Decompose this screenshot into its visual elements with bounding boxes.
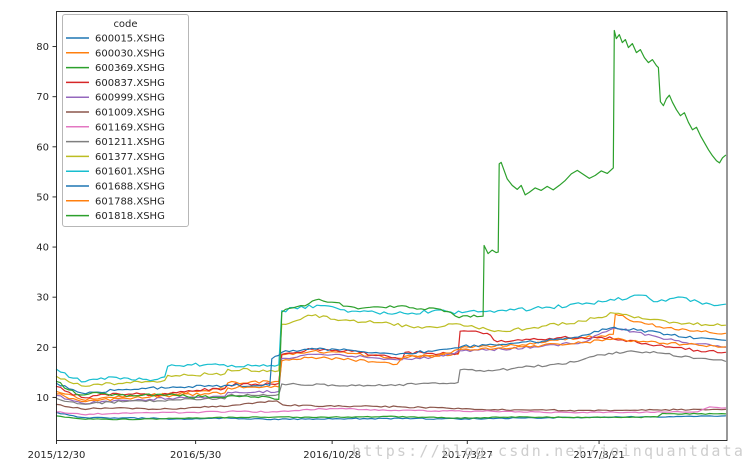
- legend-item-label: 600369.XSHG: [95, 63, 165, 74]
- series-line-601211: [55, 350, 727, 405]
- series-line-601377: [55, 312, 727, 387]
- legend-box: [62, 14, 189, 227]
- series-line-600999: [55, 327, 727, 405]
- legend-item-label: 600030.XSHG: [95, 48, 165, 59]
- series-line-601688: [55, 326, 727, 395]
- series-line-600369: [55, 412, 727, 421]
- legend-item-label: 601788.XSHG: [95, 196, 165, 207]
- y-tick-label: 80: [36, 42, 49, 53]
- legend-item-label: 601818.XSHG: [95, 211, 165, 222]
- series-line-601788: [55, 337, 727, 403]
- y-tick-label: 40: [36, 243, 49, 254]
- series-line-601601: [55, 294, 727, 383]
- series-line-600837: [55, 330, 727, 399]
- x-tick-label: 2016/10/28: [303, 450, 361, 461]
- x-tick-label: 2015/12/30: [28, 450, 86, 461]
- legend-item-label: 601601.XSHG: [95, 167, 165, 178]
- series-line-601169: [55, 406, 727, 416]
- y-tick-label: 60: [36, 142, 49, 153]
- y-tick-label: 30: [36, 293, 49, 304]
- x-tick-label: 2017/8/21: [573, 450, 624, 461]
- legend-item-label: 601169.XSHG: [95, 122, 165, 133]
- x-tick-label: 2017/3/27: [442, 450, 493, 461]
- legend-item-label: 600837.XSHG: [95, 78, 165, 89]
- x-tick-label: 2016/5/30: [170, 450, 221, 461]
- plot-border: [56, 11, 728, 441]
- series-line-601818: [55, 29, 727, 400]
- y-tick-label: 10: [36, 393, 49, 404]
- y-tick-label: 70: [36, 92, 49, 103]
- legend-item-label: 600999.XSHG: [95, 93, 165, 104]
- legend-item-label: 601009.XSHG: [95, 108, 165, 119]
- legend-title: code: [113, 19, 137, 30]
- legend-item-label: 601211.XSHG: [95, 137, 165, 148]
- legend-item-label: 600015.XSHG: [95, 34, 165, 45]
- legend-item-label: 601377.XSHG: [95, 152, 165, 163]
- series-line-601009: [55, 400, 727, 412]
- y-tick-label: 50: [36, 192, 49, 203]
- y-tick-label: 20: [36, 343, 49, 354]
- legend-item-label: 601688.XSHG: [95, 182, 165, 193]
